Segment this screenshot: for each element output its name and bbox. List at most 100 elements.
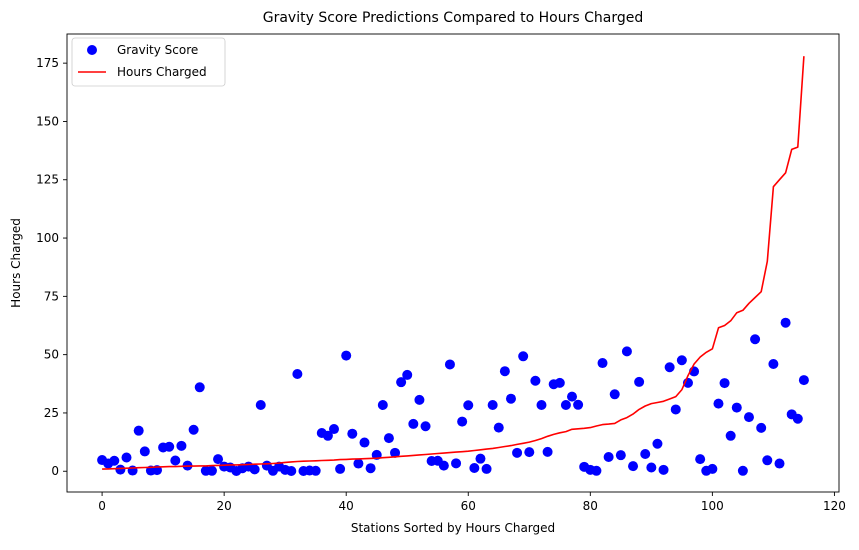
y-tick-label: 75 xyxy=(44,289,59,303)
scatter-point xyxy=(133,425,144,436)
y-axis-label: Hours Charged xyxy=(9,218,23,308)
scatter-point xyxy=(481,463,492,474)
scatter-point xyxy=(652,438,663,449)
scatter-point xyxy=(457,416,468,427)
scatter-point xyxy=(542,446,553,457)
scatter-point xyxy=(719,378,730,389)
scatter-point xyxy=(420,421,431,432)
scatter-point xyxy=(768,358,779,369)
scatter-point xyxy=(658,464,669,475)
x-tick-label: 20 xyxy=(217,499,232,513)
scatter-point xyxy=(115,464,126,475)
x-tick-label: 100 xyxy=(701,499,724,513)
scatter-point xyxy=(664,362,675,373)
x-tick-label: 60 xyxy=(461,499,476,513)
scatter-point xyxy=(121,452,132,463)
plot-marks xyxy=(97,56,809,477)
axes-group: 0 20 40 60 80 100 120 0 25 50 75 100 125 150 175 xyxy=(36,56,846,513)
plot-frame xyxy=(66,33,840,493)
y-tick-label: 50 xyxy=(44,348,59,362)
y-tick-label: 25 xyxy=(44,406,59,420)
scatter-point xyxy=(597,358,608,369)
scatter-point xyxy=(591,465,602,476)
scatter-point xyxy=(615,450,626,461)
scatter-point xyxy=(408,418,419,429)
scatter-point xyxy=(139,446,150,457)
scatter-point xyxy=(731,402,742,413)
scatter-point xyxy=(109,455,120,466)
scatter-point xyxy=(365,463,376,474)
scatter-point xyxy=(414,394,425,405)
scatter-point xyxy=(792,413,803,424)
scatter-point xyxy=(695,454,706,465)
x-axis-label: Stations Sorted by Hours Charged xyxy=(351,521,555,535)
scatter-point xyxy=(444,359,455,370)
scatter-point xyxy=(530,375,541,386)
chart-title: Gravity Score Predictions Compared to Ho… xyxy=(263,10,643,26)
scatter-point xyxy=(621,346,632,357)
legend-label-hours-charged: Hours Charged xyxy=(117,65,207,79)
scatter-point xyxy=(756,422,767,433)
scatter-point xyxy=(518,351,529,362)
scatter-point xyxy=(463,400,474,411)
scatter-point xyxy=(774,458,785,469)
scatter-point xyxy=(292,369,303,380)
hours-charged-line xyxy=(102,56,805,470)
scatter-point xyxy=(438,460,449,471)
scatter-point xyxy=(646,462,657,473)
scatter-point xyxy=(628,461,639,472)
scatter-point xyxy=(707,463,718,474)
scatter-point xyxy=(322,430,333,441)
scatter-point xyxy=(499,366,510,377)
scatter-point xyxy=(353,458,364,469)
legend-box xyxy=(71,37,226,87)
scatter-point xyxy=(194,382,205,393)
scatter-point xyxy=(798,375,809,386)
scatter-point xyxy=(390,447,401,458)
scatter-point xyxy=(383,433,394,444)
y-tick-label: 125 xyxy=(36,173,59,187)
scatter-point xyxy=(249,464,260,475)
scatter-point xyxy=(493,422,504,433)
y-tick-label: 175 xyxy=(36,56,59,70)
scatter-point xyxy=(743,412,754,423)
y-tick-label: 100 xyxy=(36,231,59,245)
scatter-point xyxy=(347,428,358,439)
scatter-point xyxy=(573,399,584,410)
scatter-point xyxy=(164,441,175,452)
scatter-point xyxy=(469,462,480,473)
legend-label-gravity-score: Gravity Score xyxy=(117,43,198,57)
scatter-point xyxy=(176,440,187,451)
scatter-point xyxy=(670,404,681,415)
scatter-point xyxy=(512,447,523,458)
scatter-point xyxy=(475,453,486,464)
x-tick-label: 120 xyxy=(823,499,846,513)
scatter-point xyxy=(396,377,407,388)
scatter-point xyxy=(640,448,651,459)
x-tick-label: 40 xyxy=(339,499,354,513)
scatter-point xyxy=(725,430,736,441)
scatter-point xyxy=(780,317,791,328)
scatter-point xyxy=(536,400,547,411)
scatter-point xyxy=(402,369,413,380)
scatter-point xyxy=(762,455,773,466)
scatter-point xyxy=(487,400,498,411)
scatter-point xyxy=(170,455,181,466)
scatter-point xyxy=(188,424,199,435)
x-tick-label: 80 xyxy=(583,499,598,513)
scatter-point xyxy=(341,350,352,361)
scatter-point xyxy=(750,334,761,345)
scatter-point xyxy=(634,376,645,387)
scatter-point xyxy=(524,447,535,458)
scatter-point xyxy=(713,398,724,409)
scatter-point xyxy=(310,465,321,476)
scatter-point xyxy=(505,393,516,404)
legend-scatter-marker xyxy=(87,45,97,55)
scatter-point xyxy=(603,452,614,463)
scatter-point xyxy=(609,389,620,400)
scatter-point xyxy=(335,463,346,474)
scatter-point xyxy=(328,424,339,435)
scatter-point xyxy=(567,391,578,402)
